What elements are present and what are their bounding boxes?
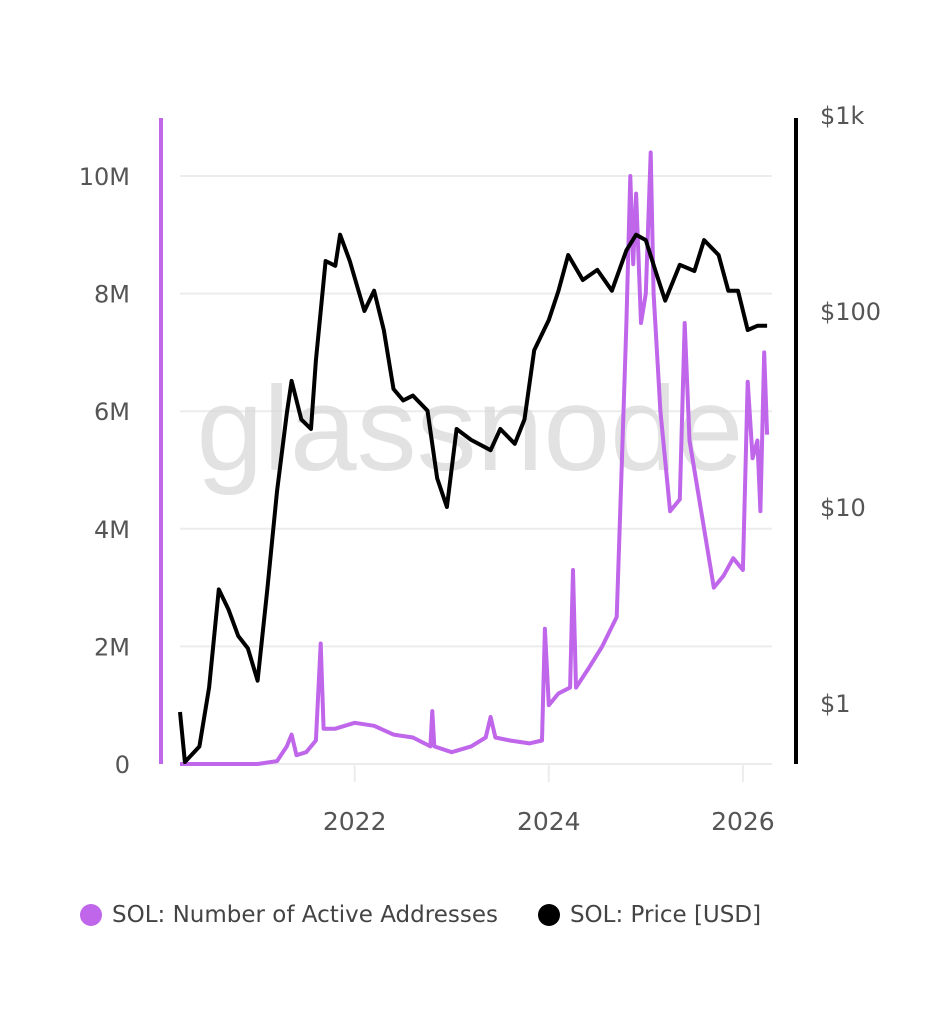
y-right-tick-label: $10	[820, 494, 866, 522]
x-tick-label: 2026	[711, 807, 775, 836]
y-right-tick-label: $1k	[820, 102, 865, 130]
legend-label: SOL: Price [USD]	[569, 902, 762, 928]
x-tick-label: 2022	[323, 807, 387, 836]
y-left-tick-label: 8M	[94, 281, 130, 309]
legend-label: SOL: Number of Active Addresses	[112, 902, 498, 928]
y-left-tick-label: 6M	[94, 398, 130, 426]
active-addresses-line	[180, 150, 770, 766]
y-right-tick-label: $1	[820, 690, 851, 718]
y-left-tick-label: 0	[115, 751, 130, 779]
y-left-tick-label: 2M	[94, 633, 130, 661]
y-right-tick-label: $100	[820, 298, 881, 326]
x-tick-label: 2024	[517, 807, 581, 836]
legend-dot-icon	[80, 904, 102, 926]
watermark: glassnode	[196, 362, 743, 496]
legend: SOL: Number of Active Addresses SOL: Pri…	[80, 902, 801, 928]
legend-item-price[interactable]: SOL: Price [USD]	[537, 902, 762, 928]
y-left-tick-label: 4M	[94, 516, 130, 544]
y-left-tick-label: 10M	[79, 163, 130, 191]
grid	[180, 175, 772, 765]
chart: glassnode 0 2M 4M 6M 8M 10M $1 $10 $100 $1k 2022 20…	[79, 102, 881, 836]
price-line	[178, 232, 768, 764]
legend-item-active-addresses[interactable]: SOL: Number of Active Addresses	[80, 902, 498, 928]
legend-dot-icon	[537, 904, 560, 926]
